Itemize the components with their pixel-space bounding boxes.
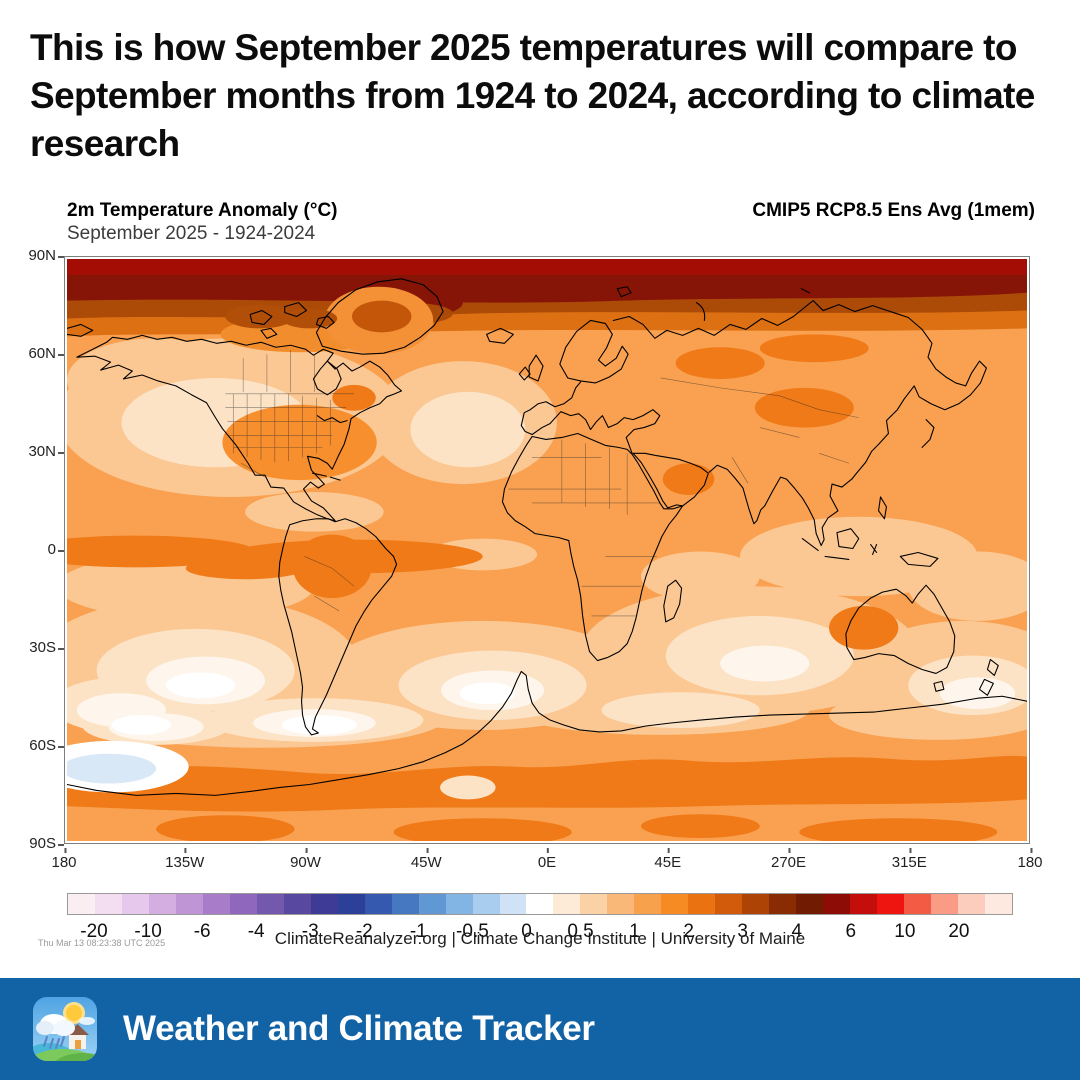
colorbar-tick: 20: [948, 921, 970, 942]
colorbar-cell: [256, 894, 284, 914]
colorbar: [67, 893, 1013, 915]
colorbar-cell: [148, 894, 176, 914]
colorbar-cell: [445, 894, 473, 914]
footer-banner: Weather and Climate Tracker: [0, 978, 1080, 1080]
world-anomaly-map: [67, 259, 1027, 841]
colorbar-cell: [688, 894, 716, 914]
colorbar-cell: [715, 894, 743, 914]
colorbar-cell: [337, 894, 365, 914]
colorbar-tick: -4: [247, 921, 265, 942]
colorbar-cell: [391, 894, 419, 914]
colorbar-cell: [661, 894, 689, 914]
colorbar-cell: [984, 894, 1012, 914]
colorbar-cell: [472, 894, 500, 914]
colorbar-cell: [283, 894, 311, 914]
colorbar-cell: [634, 894, 662, 914]
longitude-axis: 180 135W 90W 45W 0E 45E 270E 315E 180: [51, 848, 1043, 872]
lon-label: 45W: [410, 848, 442, 871]
lon-label: 0E: [537, 848, 557, 871]
colorbar-cell: [499, 894, 527, 914]
colorbar-tick-labels: -20 -10 -6 -4 -3 -2 -1 -0.5 0 0.5 1 2 3 4 6 10 20: [67, 921, 1013, 947]
lon-label: 90W: [290, 848, 321, 871]
colorbar-tick: -2: [355, 921, 373, 942]
colorbar-cell: [957, 894, 985, 914]
lon-label: 135W: [165, 848, 205, 871]
lon-label: 315E: [891, 848, 927, 871]
colorbar-cell: [94, 894, 122, 914]
colorbar-cell: [175, 894, 203, 914]
colorbar-cell: [310, 894, 338, 914]
map-subtitle: September 2025 - 1924-2024: [67, 223, 316, 244]
colorbar-tick: 0: [521, 921, 532, 942]
colorbar-tick: -10: [134, 921, 162, 942]
colorbar-tick: 4: [791, 921, 803, 942]
colorbar-tick: -3: [301, 921, 319, 942]
colorbar-cell: [364, 894, 392, 914]
colorbar-tick: 3: [737, 921, 748, 942]
colorbar-cell: [580, 894, 608, 914]
model-label: CMIP5 RCP8.5 Ens Avg (1mem): [752, 200, 1035, 221]
map-plot-frame: [64, 256, 1030, 844]
lon-label: 180: [51, 848, 77, 871]
lat-label: 90N: [6, 247, 64, 265]
timestamp: Thu Mar 13 08:23:38 UTC 2025: [38, 938, 166, 948]
lon-label: 270E: [770, 848, 807, 871]
colorbar-cell: [796, 894, 824, 914]
lat-label: 60N: [6, 345, 64, 363]
colorbar-tick: -0.5: [456, 921, 489, 942]
lat-label: 60S: [6, 737, 64, 755]
colorbar-cell: [931, 894, 958, 914]
colorbar-cell: [418, 894, 446, 914]
colorbar-tick: -20: [80, 921, 108, 942]
colorbar-cell: [607, 894, 635, 914]
lon-label: 180: [1017, 848, 1043, 871]
colorbar-cell: [877, 894, 905, 914]
colorbar-cell: [202, 894, 230, 914]
footer-app-name: Weather and Climate Tracker: [123, 1009, 595, 1048]
attribution: ClimateReanalyzer.org | Climate Change I…: [274, 929, 806, 948]
map-title: 2m Temperature Anomaly (°C): [67, 200, 338, 221]
colorbar-tick: 10: [894, 921, 916, 942]
colorbar-cell: [68, 894, 95, 914]
colorbar-cell: [823, 894, 851, 914]
colorbar-tick: 1: [629, 921, 640, 942]
colorbar-cell: [850, 894, 878, 914]
latitude-axis: 90N 60N 30N 0 30S 60S 90S: [0, 247, 64, 852]
lat-label: 30S: [6, 639, 64, 657]
colorbar-tick: -1: [409, 921, 427, 942]
colorbar-tick: 2: [683, 921, 694, 942]
colorbar-tick: -6: [193, 921, 211, 942]
colorbar-tick: 6: [845, 921, 857, 942]
colorbar-cell: [904, 894, 931, 914]
colorbar-cell: [769, 894, 797, 914]
lat-label: 90S: [6, 835, 64, 853]
lat-label: 30N: [6, 443, 64, 461]
weather-app-icon: [33, 997, 97, 1061]
colorbar-cell: [553, 894, 581, 914]
lat-label: 0: [6, 541, 64, 559]
colorbar-cell: [121, 894, 149, 914]
lon-label: 45E: [654, 848, 682, 871]
colorbar-cell: [526, 894, 554, 914]
colorbar-tick: 0.5: [567, 921, 594, 942]
colorbar-cell: [229, 894, 257, 914]
headline: This is how September 2025 temperatures …: [30, 27, 1035, 164]
colorbar-cell: [742, 894, 770, 914]
